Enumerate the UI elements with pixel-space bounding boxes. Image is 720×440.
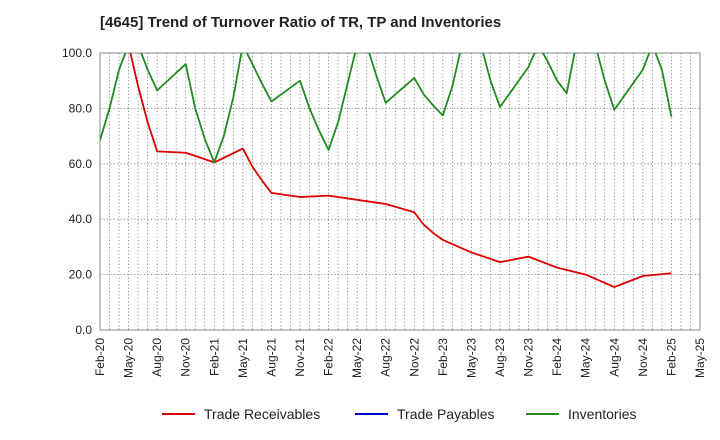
x-tick-label: Feb-25 bbox=[664, 338, 678, 376]
x-tick-label: Aug-21 bbox=[264, 338, 278, 377]
legend-item-trade-receivables: Trade Receivables bbox=[162, 406, 320, 422]
x-tick-label: Aug-23 bbox=[493, 338, 507, 377]
y-tick-label: 80.0 bbox=[69, 101, 93, 115]
x-tick-label: Aug-24 bbox=[607, 338, 621, 377]
series-line-inventories bbox=[100, 53, 673, 164]
y-tick-label: 60.0 bbox=[69, 157, 93, 171]
x-tick-label: Feb-21 bbox=[207, 338, 221, 376]
series-layer bbox=[100, 53, 673, 288]
chart-title: [4645] Trend of Turnover Ratio of TR, TP… bbox=[100, 14, 502, 31]
x-tick-label: Feb-22 bbox=[322, 338, 336, 376]
x-tick-label: Nov-21 bbox=[293, 338, 307, 377]
x-tick-label: Nov-22 bbox=[407, 338, 421, 377]
x-tick-label: May-22 bbox=[350, 338, 364, 378]
y-tick-label: 20.0 bbox=[69, 268, 93, 282]
x-tick-label: Aug-22 bbox=[379, 338, 393, 377]
legend-label: Trade Receivables bbox=[204, 406, 320, 422]
x-tick-label: May-25 bbox=[693, 338, 707, 378]
axis-layer: 0.0 20.0 40.0 60.0 80.0 100.0 Feb-20 May-20 Aug-… bbox=[62, 46, 707, 378]
x-tick-label: Feb-23 bbox=[436, 338, 450, 376]
x-tick-label: May-20 bbox=[122, 338, 136, 378]
y-tick-label: 40.0 bbox=[69, 212, 93, 226]
y-tick-label: 100.0 bbox=[62, 46, 92, 60]
series-line-trade-receivables bbox=[129, 53, 672, 288]
x-tick-label: Feb-24 bbox=[550, 338, 564, 376]
legend-label: Trade Payables bbox=[397, 406, 495, 422]
x-tick-label: Aug-20 bbox=[150, 338, 164, 377]
x-tick-label: Nov-20 bbox=[179, 338, 193, 377]
legend-item-trade-payables: Trade Payables bbox=[355, 406, 495, 422]
x-tick-label: May-23 bbox=[464, 338, 478, 378]
legend-label: Inventories bbox=[568, 406, 636, 422]
x-tick-label: May-21 bbox=[236, 338, 250, 378]
x-tick-label: May-24 bbox=[579, 338, 593, 378]
x-tick-label: Feb-20 bbox=[93, 338, 107, 376]
plot-frame bbox=[99, 52, 701, 331]
legend: Trade Receivables Trade Payables Inventori… bbox=[162, 406, 636, 422]
legend-item-inventories: Inventories bbox=[526, 406, 636, 422]
x-tick-label: Nov-23 bbox=[522, 338, 536, 377]
x-tick-label: Nov-24 bbox=[636, 338, 650, 377]
y-tick-label: 0.0 bbox=[75, 323, 92, 337]
